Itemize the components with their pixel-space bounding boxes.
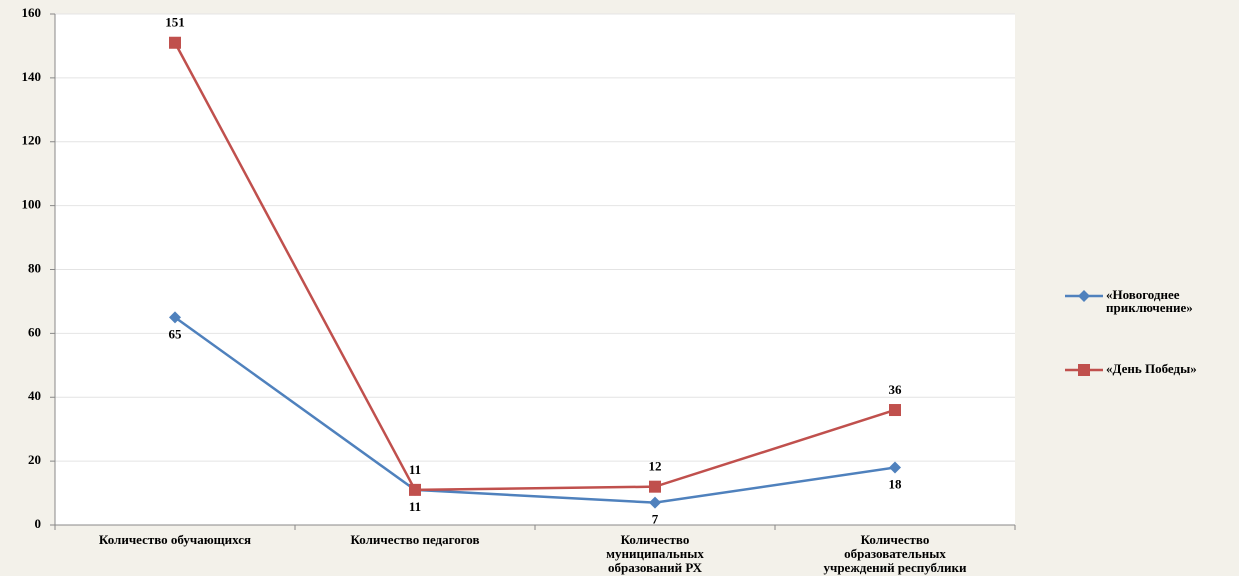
y-tick-label: 20 xyxy=(28,452,41,467)
point xyxy=(889,461,901,474)
point xyxy=(649,496,661,509)
data-label: 18 xyxy=(889,476,903,491)
y-tick-label: 160 xyxy=(22,5,42,20)
y-tick-label: 80 xyxy=(28,260,41,275)
data-label: 7 xyxy=(652,512,659,527)
data-label: 36 xyxy=(889,382,903,397)
legend-marker xyxy=(1078,290,1090,302)
line xyxy=(174,316,896,504)
line xyxy=(173,42,896,492)
legend-label-line: «День Победы» xyxy=(1106,361,1197,376)
x-tick-label-line: учреждений республики xyxy=(823,560,967,575)
legend-label: «День Победы» xyxy=(1106,361,1197,376)
data-label: 11 xyxy=(409,462,421,477)
y-tick-label: 120 xyxy=(22,133,42,148)
x-tick-label-line: Количество педагогов xyxy=(350,532,479,547)
legend-marker xyxy=(1078,364,1090,376)
legend-label: «Новогоднее приключение» xyxy=(1106,287,1193,315)
y-tick-label: 140 xyxy=(22,69,42,84)
point xyxy=(169,311,181,324)
y-tick-label: 0 xyxy=(35,516,42,531)
y-tick-label: 100 xyxy=(22,197,42,212)
x-tick-label: Количество педагогов xyxy=(350,532,479,547)
data-label: 151 xyxy=(165,15,185,30)
x-tick-label: Количество муниципальных образований РХ xyxy=(606,532,704,575)
x-tick-label: Количество образовательных учреждений респ… xyxy=(823,532,967,575)
data-label: 11 xyxy=(409,499,421,514)
x-tick-label-line: образовательных xyxy=(844,546,946,561)
x-tick-label-line: Количество xyxy=(861,532,930,547)
legend-label-line: приключение» xyxy=(1106,300,1193,315)
y-tick-label: 40 xyxy=(28,388,41,403)
point xyxy=(889,404,901,417)
data-label: 65 xyxy=(169,326,183,341)
x-tick-label-line: Количество обучающихся xyxy=(99,532,251,547)
point xyxy=(649,480,661,493)
point xyxy=(409,483,421,496)
x-tick-label-line: Количество xyxy=(621,532,690,547)
x-tick-label-line: муниципальных xyxy=(606,546,704,561)
point xyxy=(169,36,181,49)
x-tick-label: Количество обучающихся xyxy=(99,532,251,547)
data-label: 12 xyxy=(649,459,662,474)
y-tick-label: 60 xyxy=(28,324,41,339)
x-tick-label-line: образований РХ xyxy=(608,560,703,575)
legend-label-line: «Новогоднее xyxy=(1106,287,1180,302)
